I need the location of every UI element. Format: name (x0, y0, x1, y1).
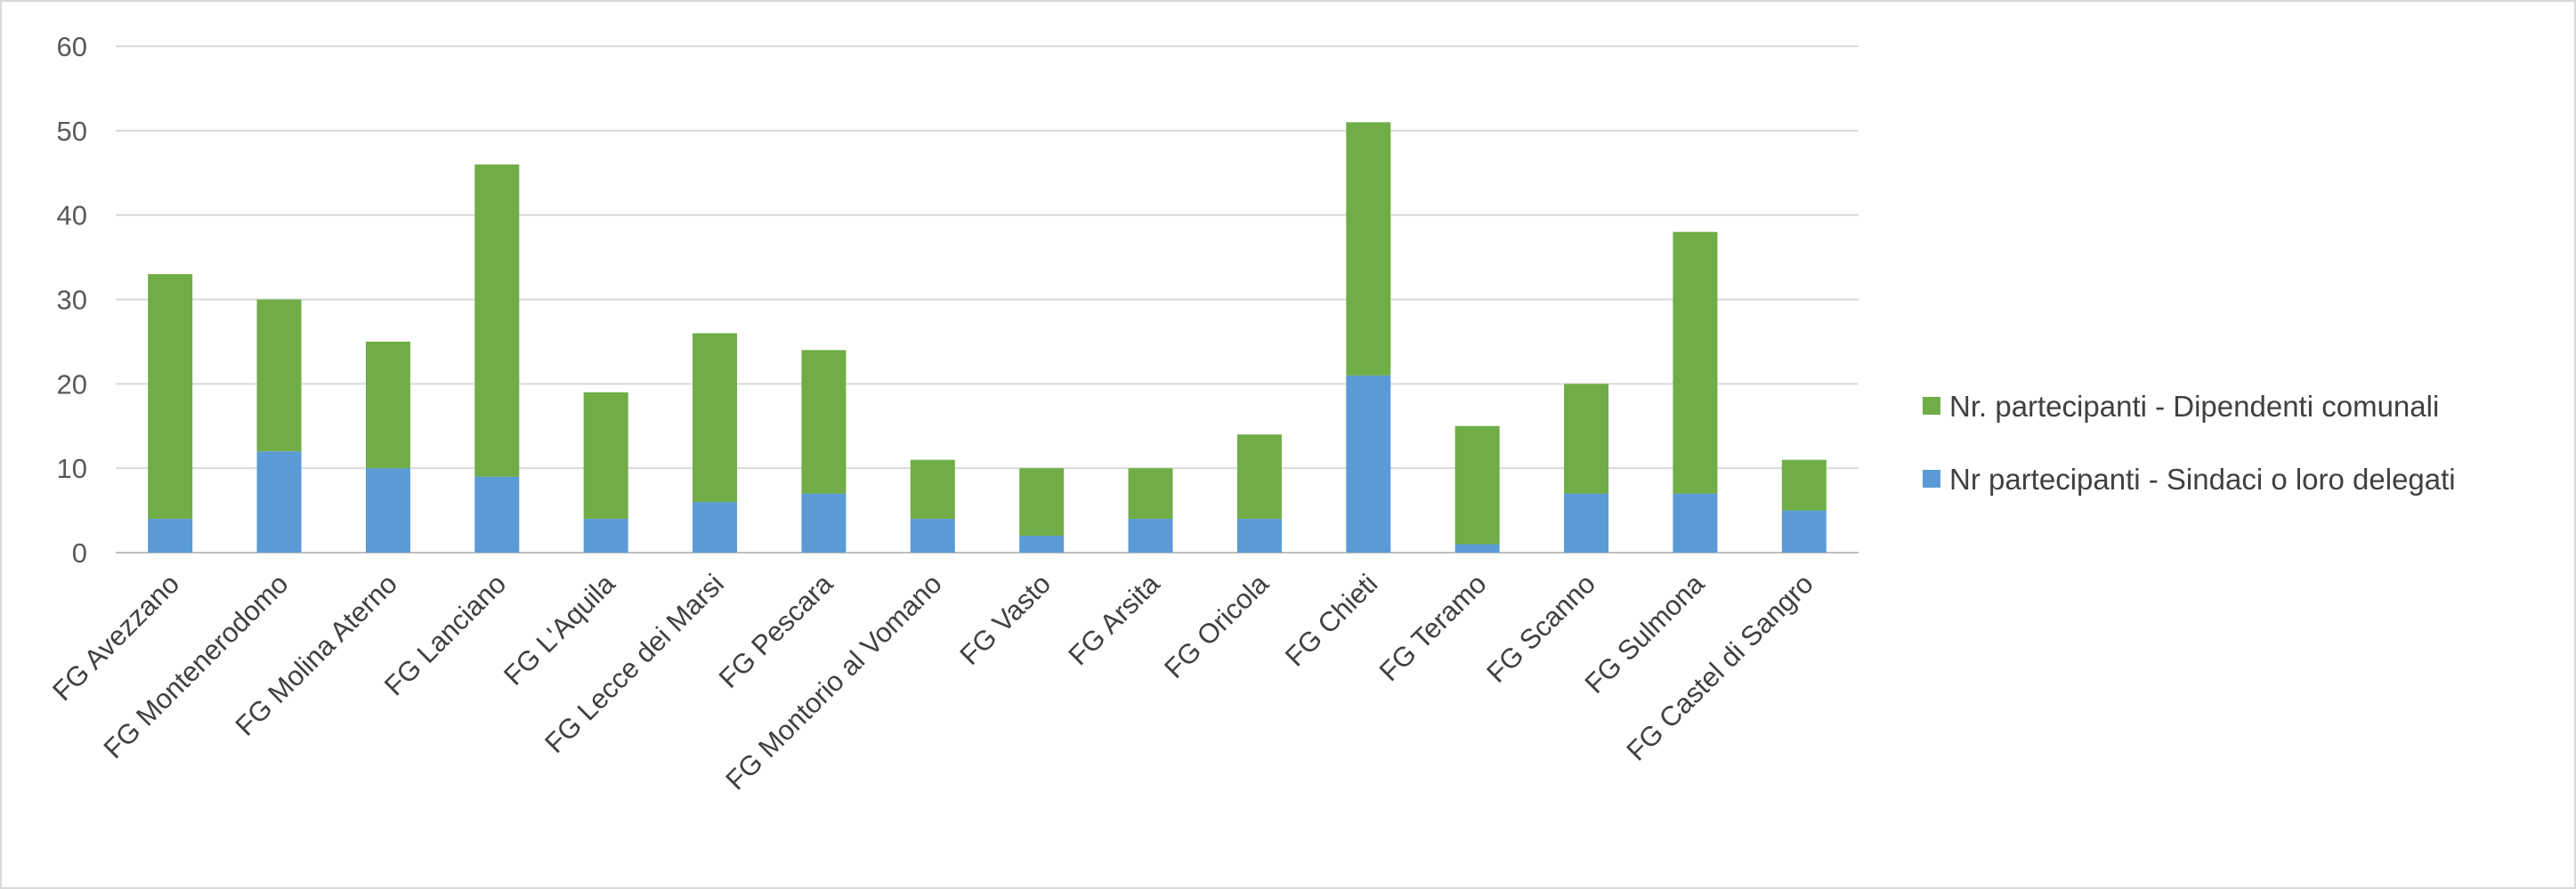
legend-swatch-dipendenti (1923, 397, 1940, 415)
bar-dipendenti-2 (365, 341, 410, 469)
bar-dipendenti-0 (148, 274, 193, 520)
legend: Nr. partecipanti - Dipendenti comunali N… (1923, 390, 2456, 496)
x-category-label-1: FG Montenerodomo (98, 568, 295, 764)
bar-sindaci-9 (1128, 519, 1173, 553)
bar-sindaci-14 (1673, 493, 1718, 553)
y-tick-label-40: 40 (57, 200, 87, 231)
bar-dipendenti-5 (693, 333, 738, 503)
bar-dipendenti-1 (256, 299, 302, 452)
bar-dipendenti-8 (1019, 468, 1065, 537)
y-tick-label-0: 0 (72, 537, 87, 569)
bar-sindaci-13 (1564, 493, 1609, 553)
bar-dipendenti-15 (1781, 459, 1827, 511)
bar-dipendenti-6 (801, 350, 847, 494)
bar-dipendenti-11 (1346, 122, 1391, 376)
x-category-label-13: FG Scanno (1480, 568, 1601, 689)
x-category-label-11: FG Chieti (1279, 568, 1383, 672)
x-category-label-7: FG Montorio al Vomano (720, 568, 948, 796)
bar-dipendenti-12 (1454, 425, 1500, 545)
x-category-label-12: FG Teramo (1373, 568, 1493, 687)
bar-sindaci-1 (256, 451, 302, 553)
y-tick-label-50: 50 (57, 116, 87, 147)
y-tick-label-20: 20 (57, 368, 87, 400)
x-category-label-8: FG Vasto (953, 568, 1057, 671)
x-category-label-10: FG Oricola (1158, 568, 1275, 684)
y-tick-label-60: 60 (57, 31, 87, 62)
y-axis-tick-labels: 0 10 20 30 40 50 60 (57, 31, 87, 569)
bar-sindaci-2 (365, 468, 410, 553)
bar-sindaci-0 (148, 519, 193, 553)
bar-dipendenti-13 (1564, 384, 1609, 494)
legend-label-dipendenti: Nr. partecipanti - Dipendenti comunali (1949, 390, 2439, 423)
bar-sindaci-6 (801, 493, 847, 553)
bar-dipendenti-3 (474, 164, 520, 477)
y-tick-label-10: 10 (57, 453, 87, 484)
bar-dipendenti-14 (1673, 231, 1718, 494)
bar-sindaci-5 (693, 502, 738, 553)
x-category-label-15: FG Castel di Sangro (1620, 568, 1819, 766)
bar-sindaci-10 (1236, 519, 1282, 553)
legend-label-sindaci: Nr partecipanti - Sindaci o loro delegat… (1949, 463, 2456, 496)
bar-sindaci-4 (583, 519, 628, 553)
bar-dipendenti-4 (583, 392, 628, 520)
legend-swatch-sindaci (1923, 470, 1940, 488)
y-tick-label-30: 30 (57, 285, 87, 316)
bar-dipendenti-10 (1236, 434, 1282, 520)
x-category-label-9: FG Arsita (1062, 568, 1166, 672)
bar-sindaci-12 (1454, 544, 1500, 553)
bar-sindaci-7 (910, 519, 955, 553)
bar-sindaci-8 (1019, 536, 1065, 553)
bars (148, 122, 1827, 553)
bar-sindaci-3 (474, 476, 520, 553)
bar-sindaci-15 (1781, 510, 1827, 553)
bar-sindaci-11 (1346, 375, 1391, 553)
bar-dipendenti-7 (910, 459, 955, 520)
bar-dipendenti-9 (1128, 468, 1173, 520)
x-category-label-5: FG Lecce dei Marsi (539, 568, 730, 759)
